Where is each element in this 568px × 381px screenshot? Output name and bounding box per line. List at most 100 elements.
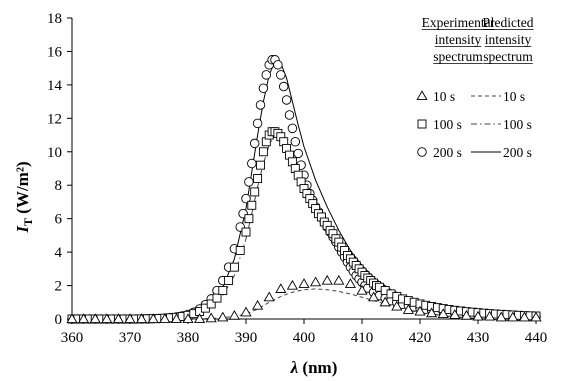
x-tick-label: 360 [61,330,84,346]
y-axis-symbol: I [13,225,32,234]
y-tick-label: 0 [55,312,63,328]
data-point-triangle [112,313,124,324]
x-axis-unit: (nm) [302,358,337,377]
data-point-triangle [228,309,240,320]
y-tick-label: 4 [55,245,63,261]
data-point-circle [290,136,301,147]
data-point-circle [247,158,257,169]
x-tick-label: 400 [293,330,316,346]
data-point-circle [255,100,266,110]
data-point-circle [261,70,272,80]
data-point-square [256,160,265,170]
data-point-triangle [286,279,298,290]
x-tick-label: 410 [351,330,374,346]
data-point-square [212,293,222,303]
data-point-triangle [147,313,159,324]
data-point-triangle [159,313,171,324]
legend-heading-predicted: spectrum [483,49,533,64]
data-point-triangle [472,310,484,321]
data-point-triangle [437,308,449,319]
y-tick-label: 8 [55,178,63,194]
data-point-triangle [333,274,345,285]
data-point-circle [284,110,295,120]
y-tick-label: 14 [47,78,63,94]
x-axis-symbol: λ [290,358,299,377]
legend-marker-triangle [416,90,428,101]
legend: ExperimentalintensityspectrumPredictedin… [416,15,534,160]
data-point-square [206,299,216,309]
y-tick-label: 16 [47,44,63,60]
data-point-triangle [368,291,380,302]
data-point-circle [278,81,289,92]
data-point-circle [273,60,283,70]
data-point-triangle [310,276,322,287]
data-point-circle [249,138,260,149]
data-point-triangle [263,291,275,302]
data-point-triangle [170,313,182,324]
data-point-triangle [217,311,229,322]
data-point-triangle [518,311,530,322]
legend-exp-label: 200 s [433,145,462,160]
data-point-triangle [460,309,472,320]
legend-pred-label: 100 s [503,117,532,132]
data-point-triangle [252,299,264,310]
legend-heading-experimental: intensity [435,32,482,47]
x-tick-label: 370 [119,330,142,346]
data-point-triangle [240,306,252,317]
data-point-triangle [391,300,403,311]
data-point-square [224,276,234,285]
data-point-triangle [530,311,542,322]
data-point-square [258,147,268,157]
data-point-square [241,227,251,237]
data-point-triangle [136,313,148,324]
data-point-circle [258,83,269,93]
data-point-circle [252,118,263,129]
data-point-triangle [89,313,101,324]
data-point-triangle [298,278,310,288]
x-tick-label: 390 [235,330,258,346]
legend-exp-label: 10 s [433,89,455,104]
data-point-triangle [66,313,78,324]
data-point-triangle [182,313,194,324]
data-point-triangle [402,304,414,314]
data-point-triangle [356,284,368,295]
data-point-circle [241,193,251,204]
data-point-triangle [78,313,90,324]
data-point-triangle [344,278,356,288]
data-point-triangle [124,313,136,324]
legend-pred-label: 200 s [503,145,532,160]
legend-exp-label: 100 s [433,117,462,132]
data-point-circle [281,95,292,105]
data-point-square [235,245,245,255]
y-axis-unit: (W/m²) [13,161,32,213]
data-point-triangle [205,312,217,323]
y-axis-title: IT (W/m²) [13,161,35,233]
tick-labels: 360 370 380 390 400 410 420 430 440 0 2 4 6 8 10 12 14 16… [47,11,547,346]
experimental-markers [66,55,542,324]
data-point-square [253,174,263,183]
y-tick-label: 18 [47,11,62,27]
data-point-circle [293,148,303,159]
data-point-triangle [484,310,496,321]
data-point-circle [244,177,254,187]
data-point-triangle [379,296,391,307]
legend-heading-experimental: spectrum [433,49,483,64]
data-point-square [250,187,260,197]
data-point-triangle [507,311,519,322]
data-point-triangle [194,313,206,324]
legend-pred-label: 10 s [503,89,525,104]
data-point-square [229,262,239,272]
legend-marker-circle [417,147,427,157]
y-tick-label: 2 [55,279,63,295]
data-point-triangle [101,313,113,324]
data-point-triangle [449,309,461,319]
data-point-square [218,286,228,296]
legend-heading-predicted: intensity [485,32,532,47]
data-point-triangle [495,311,507,322]
y-axis-subscript: T [21,218,35,226]
x-tick-label: 440 [525,330,548,346]
y-tick-label: 10 [47,145,62,161]
legend-heading-predicted: Predicted [483,15,534,30]
legend-heading-experimental: Experimental [422,15,495,30]
